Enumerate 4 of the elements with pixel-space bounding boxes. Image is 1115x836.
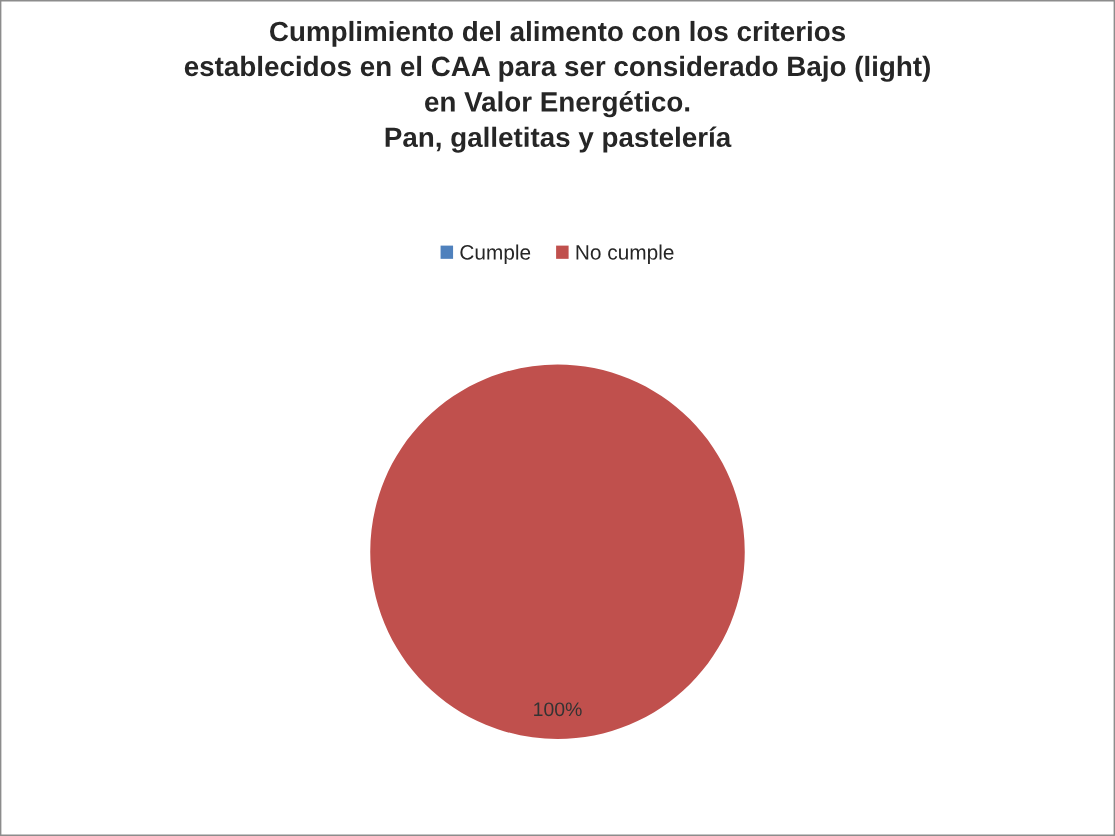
- chart-title: Cumplimiento del alimento con los criterios establecidos en el CAA para ser considerado Bajo (light) en Valor Energético. Pan, galletitas y pastelería: [184, 20, 930, 153]
- legend-label: Cumple: [460, 244, 531, 264]
- legend-label: No cumple: [576, 244, 674, 264]
- data-label: 100%: [534, 702, 582, 717]
